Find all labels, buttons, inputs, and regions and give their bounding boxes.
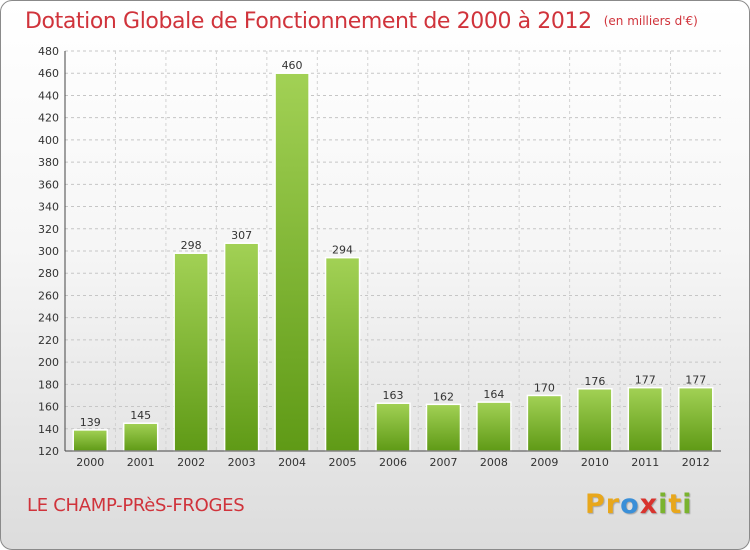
chart-unit: (en milliers d'€)	[603, 14, 698, 28]
data-label: 145	[130, 409, 151, 422]
y-tick-label: 460	[38, 67, 59, 80]
bar-2002	[173, 252, 209, 452]
x-tick-label: 2006	[379, 456, 407, 469]
y-tick-label: 400	[38, 134, 59, 147]
data-label: 170	[534, 381, 555, 394]
bar-2008	[476, 401, 512, 452]
y-tick-label: 140	[38, 423, 59, 436]
x-tick-label: 2011	[631, 456, 659, 469]
bars	[72, 72, 714, 452]
bar-2000	[72, 429, 108, 452]
y-tick-label: 240	[38, 312, 59, 325]
y-tick-label: 420	[38, 112, 59, 125]
data-label: 163	[383, 389, 404, 402]
bar-2005	[324, 256, 361, 452]
bar-2001	[122, 422, 159, 452]
data-label: 164	[483, 388, 504, 401]
x-tick-label: 2012	[682, 456, 710, 469]
y-tick-label: 440	[38, 89, 59, 102]
y-tick-label: 120	[38, 445, 59, 458]
x-tick-label: 2002	[177, 456, 205, 469]
y-tick-label: 280	[38, 267, 59, 280]
logo-letter: r	[605, 489, 621, 520]
data-labels: 139 145 298 307 460 294 163 162 164 170 176 177 177	[80, 59, 707, 429]
y-tick-label: 300	[38, 245, 59, 258]
data-label: 460	[282, 59, 303, 72]
chart-title: Dotation Globale de Fonctionnement de 20…	[25, 9, 698, 34]
axes: 120 140 160 180 200 220 240 260 280 300 320 340 360 3…	[38, 45, 721, 469]
y-tick-label: 360	[38, 178, 59, 191]
x-tick-label: 2010	[581, 456, 609, 469]
logo-letter: o	[620, 489, 640, 520]
x-tick-label: 2004	[278, 456, 306, 469]
bar-2004	[274, 72, 310, 452]
x-tick-label: 2005	[329, 456, 357, 469]
y-tick-label: 220	[38, 334, 59, 347]
data-label: 294	[332, 244, 353, 257]
logo-letter: i	[682, 489, 693, 520]
x-tick-label: 2003	[228, 456, 256, 469]
data-label: 177	[635, 374, 656, 387]
y-tick-label: 200	[38, 356, 59, 369]
data-label: 139	[80, 416, 101, 429]
x-tick-label: 2001	[127, 456, 155, 469]
y-tick-label: 340	[38, 201, 59, 214]
logo-letter: P	[585, 489, 606, 520]
y-tick-label: 380	[38, 156, 59, 169]
bar-2007	[425, 403, 462, 452]
x-tick-label: 2009	[530, 456, 558, 469]
bar-2009	[526, 394, 563, 452]
logo-letter: i	[658, 489, 669, 520]
data-label: 176	[584, 375, 605, 388]
bar-2010	[577, 388, 613, 452]
proxiti-logo: Proxiti	[585, 489, 693, 520]
x-tick-label: 2007	[429, 456, 457, 469]
bar-2012	[678, 386, 714, 452]
chart-title-text: Dotation Globale de Fonctionnement de 20…	[25, 9, 592, 34]
y-tick-label: 320	[38, 223, 59, 236]
bar-2011	[627, 386, 664, 452]
commune-name: LE CHAMP-PRèS-FROGES	[27, 495, 245, 516]
data-label: 162	[433, 390, 454, 403]
x-tick-label: 2000	[76, 456, 104, 469]
y-tick-label: 180	[38, 378, 59, 391]
data-label: 298	[181, 239, 202, 252]
y-tick-label: 480	[38, 45, 59, 58]
data-label: 307	[231, 229, 252, 242]
x-tick-label: 2008	[480, 456, 508, 469]
bar-2003	[223, 242, 260, 452]
y-tick-label: 160	[38, 401, 59, 414]
data-label: 177	[685, 374, 706, 387]
logo-letter: t	[668, 489, 683, 520]
y-tick-label: 260	[38, 289, 59, 302]
logo-letter: x	[639, 489, 659, 520]
bar-2006	[375, 402, 411, 452]
